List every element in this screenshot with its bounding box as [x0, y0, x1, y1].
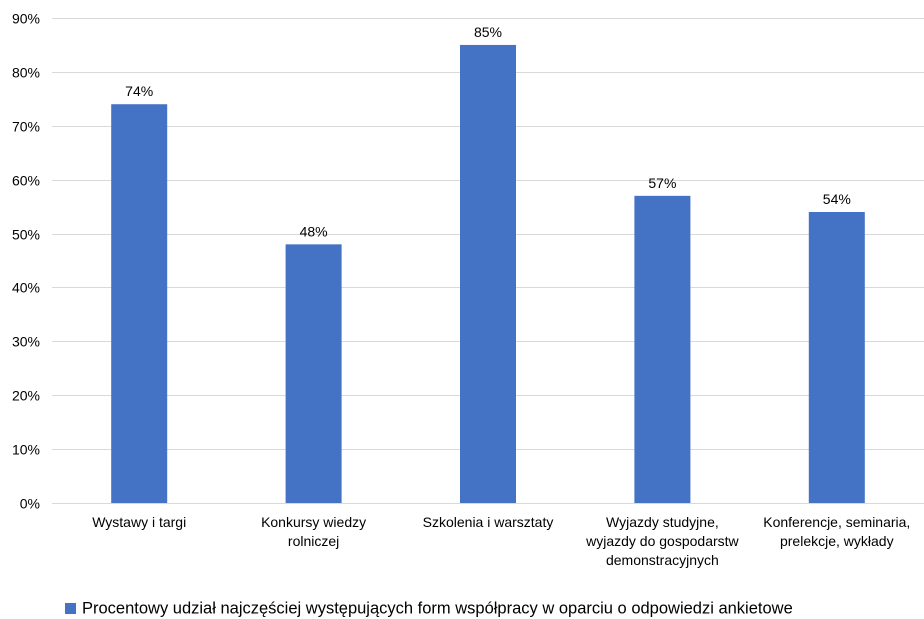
x-tick-label: rolniczej: [288, 533, 339, 549]
x-tick-label: Konkursy wiedzy: [261, 514, 366, 530]
y-tick-label: 80%: [12, 65, 40, 81]
y-tick-label: 20%: [12, 388, 40, 404]
y-tick-label: 50%: [12, 227, 40, 243]
data-label: 54%: [823, 191, 851, 207]
data-labels: 74% 48% 85% 57% 54%: [125, 24, 851, 239]
legend-swatch: [65, 603, 76, 614]
y-tick-label: 90%: [12, 11, 40, 27]
y-tick-label: 30%: [12, 334, 40, 350]
bar: [285, 244, 342, 504]
bars: [111, 44, 865, 504]
x-tick-label: demonstracyjnych: [606, 552, 719, 568]
x-tick-label: Konferencje, seminaria,: [763, 514, 910, 530]
y-tick-label: 0%: [20, 496, 40, 512]
x-tick-label: prelekcje, wykłady: [780, 533, 894, 549]
x-tick-label: Wyjazdy studyjne,: [606, 514, 719, 530]
legend: Procentowy udział najczęściej występując…: [65, 600, 793, 618]
data-label: 57%: [648, 175, 676, 191]
y-tick-label: 60%: [12, 173, 40, 189]
x-tick-label: Wystawy i targi: [92, 514, 186, 530]
x-tick-label: wyjazdy do gospodarstw: [585, 533, 739, 549]
legend-label: Procentowy udział najczęściej występując…: [82, 600, 793, 618]
y-tick-label: 10%: [12, 442, 40, 458]
y-tick-label: 40%: [12, 280, 40, 296]
x-tick-label: Szkolenia i warsztaty: [423, 514, 554, 530]
y-axis-tick-labels: 0% 10% 20% 30% 40% 50% 60% 70% 80% 90%: [12, 11, 40, 512]
bar: [111, 104, 168, 503]
bar: [808, 212, 865, 503]
y-tick-label: 70%: [12, 119, 40, 135]
bar: [460, 44, 516, 503]
data-label: 48%: [300, 223, 328, 239]
x-axis-tick-labels: Wystawy i targi Konkursy wiedzy rolniczej S…: [92, 514, 910, 568]
data-label: 85%: [474, 24, 502, 40]
bar: [634, 195, 691, 504]
data-label: 74%: [125, 83, 153, 99]
